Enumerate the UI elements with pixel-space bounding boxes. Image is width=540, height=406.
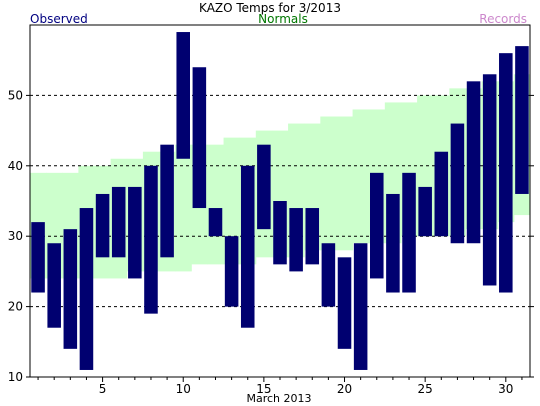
observed-bar-day-31 [515,46,529,194]
x-axis-ticks: 5 10 15 20 25 30 [37,377,523,396]
observed-bar-day-19 [321,243,336,307]
observed-bar-day-23 [386,193,400,293]
observed-bar-day-29 [482,74,497,286]
normal-range-day-12 [207,144,225,265]
observed-bar-day-24 [402,172,416,293]
observed-bars [31,32,529,370]
y-tick-label-30: 30 [8,229,23,243]
x-axis-label: March 2013 [246,392,311,405]
y-axis-ticks: 10 20 30 40 50 [8,88,534,384]
y-tick-label-20: 20 [8,300,23,314]
observed-bar-day-30 [499,53,513,293]
observed-bar-day-3 [63,229,78,349]
x-tick-label-5: 5 [99,382,107,396]
y-tick-label-40: 40 [8,159,23,173]
x-tick-label-30: 30 [498,382,513,396]
legend-records: Records [479,12,527,26]
observed-bar-day-11 [192,67,207,209]
observed-bar-day-2 [47,243,61,328]
observed-bar-day-18 [305,208,320,265]
x-tick-label-20: 20 [337,382,352,396]
x-tick-label-15: 15 [256,382,271,396]
observed-bar-day-26 [434,151,449,237]
observed-bar-day-4 [79,208,94,370]
x-tick-label-10: 10 [176,382,191,396]
observed-bar-day-28 [466,81,481,244]
observed-bar-day-8 [144,165,158,314]
observed-bar-day-10 [176,32,190,159]
observed-bar-day-13 [224,236,239,307]
x-tick-label-25: 25 [418,382,433,396]
observed-bar-day-20 [337,257,352,349]
observed-bar-day-1 [31,222,45,293]
observed-bar-day-17 [289,208,303,272]
observed-bar-day-27 [450,123,465,244]
normal-range-day-20 [336,116,354,251]
normal-range-day-19 [320,116,337,251]
observed-bar-day-16 [273,201,287,265]
y-tick-label-50: 50 [8,88,23,102]
observed-bar-day-12 [208,208,223,237]
observed-bar-day-15 [257,144,271,230]
normal-range-day-13 [223,137,241,265]
legend-normals: Normals [258,12,308,26]
observed-bar-day-7 [128,186,142,279]
normal-range-day-21 [352,109,370,244]
chart-title: KAZO Temps for 3/2013 [199,1,341,15]
y-tick-label-10: 10 [8,370,23,384]
observed-bar-day-9 [160,144,174,258]
observed-bar-day-5 [95,193,110,258]
legend-observed: Observed [30,12,88,26]
observed-bar-day-22 [370,172,384,279]
normal-range-day-10 [175,144,192,272]
observed-bar-day-6 [111,186,126,258]
observed-bar-day-14 [240,165,255,328]
observed-bar-day-25 [418,186,432,237]
observed-bar-day-21 [353,243,368,370]
